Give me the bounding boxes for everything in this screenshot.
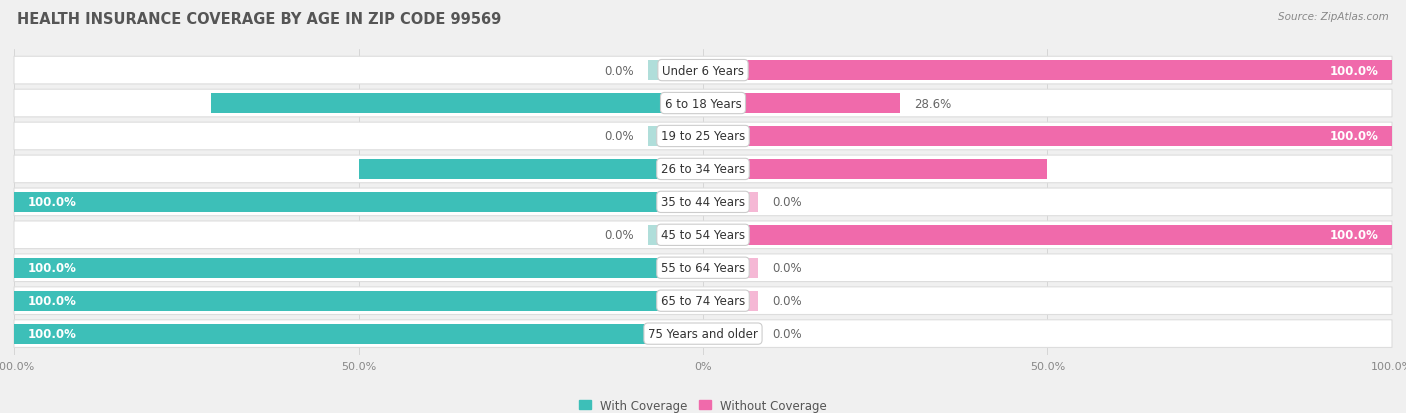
Text: 71.4%: 71.4% bbox=[28, 97, 69, 110]
Bar bbox=[800, 61, 1392, 81]
FancyBboxPatch shape bbox=[14, 287, 1392, 315]
FancyBboxPatch shape bbox=[14, 123, 1392, 150]
Text: 6 to 18 Years: 6 to 18 Years bbox=[665, 97, 741, 110]
Text: 65 to 74 Years: 65 to 74 Years bbox=[661, 294, 745, 307]
Text: 100.0%: 100.0% bbox=[28, 196, 77, 209]
FancyBboxPatch shape bbox=[14, 221, 1392, 249]
Text: 50.0%: 50.0% bbox=[1337, 163, 1378, 176]
Bar bbox=[14, 324, 606, 344]
Bar bbox=[703, 127, 800, 147]
Bar bbox=[703, 258, 758, 278]
Bar bbox=[703, 291, 758, 311]
Bar bbox=[211, 94, 606, 114]
Bar bbox=[703, 94, 800, 114]
FancyBboxPatch shape bbox=[14, 57, 1392, 85]
Text: 26 to 34 Years: 26 to 34 Years bbox=[661, 163, 745, 176]
Bar bbox=[606, 291, 703, 311]
Text: 75 Years and older: 75 Years and older bbox=[648, 328, 758, 340]
Bar bbox=[703, 160, 800, 179]
Bar bbox=[800, 160, 1047, 179]
Bar bbox=[703, 61, 800, 81]
Bar bbox=[14, 258, 606, 278]
Bar bbox=[703, 324, 758, 344]
Text: 28.6%: 28.6% bbox=[914, 97, 950, 110]
Bar bbox=[648, 225, 703, 245]
Text: 55 to 64 Years: 55 to 64 Years bbox=[661, 261, 745, 275]
Text: 0.0%: 0.0% bbox=[772, 294, 801, 307]
Text: 0.0%: 0.0% bbox=[772, 261, 801, 275]
Bar bbox=[359, 160, 606, 179]
Bar bbox=[606, 192, 703, 212]
Bar bbox=[800, 127, 1392, 147]
FancyBboxPatch shape bbox=[14, 320, 1392, 348]
Text: 100.0%: 100.0% bbox=[1329, 130, 1378, 143]
Legend: With Coverage, Without Coverage: With Coverage, Without Coverage bbox=[574, 394, 832, 413]
Text: Source: ZipAtlas.com: Source: ZipAtlas.com bbox=[1278, 12, 1389, 22]
Text: HEALTH INSURANCE COVERAGE BY AGE IN ZIP CODE 99569: HEALTH INSURANCE COVERAGE BY AGE IN ZIP … bbox=[17, 12, 501, 27]
Bar bbox=[703, 225, 800, 245]
Text: 0.0%: 0.0% bbox=[605, 229, 634, 242]
Text: 0.0%: 0.0% bbox=[772, 196, 801, 209]
Text: 0.0%: 0.0% bbox=[772, 328, 801, 340]
Text: 45 to 54 Years: 45 to 54 Years bbox=[661, 229, 745, 242]
Text: 100.0%: 100.0% bbox=[28, 261, 77, 275]
Bar bbox=[14, 291, 606, 311]
Text: 50.0%: 50.0% bbox=[28, 163, 69, 176]
Bar bbox=[648, 61, 703, 81]
FancyBboxPatch shape bbox=[14, 156, 1392, 183]
Bar bbox=[648, 127, 703, 147]
Text: Under 6 Years: Under 6 Years bbox=[662, 64, 744, 77]
Text: 100.0%: 100.0% bbox=[28, 328, 77, 340]
Bar bbox=[14, 192, 606, 212]
Bar bbox=[606, 258, 703, 278]
FancyBboxPatch shape bbox=[14, 189, 1392, 216]
FancyBboxPatch shape bbox=[14, 90, 1392, 118]
Bar bbox=[703, 192, 758, 212]
FancyBboxPatch shape bbox=[14, 254, 1392, 282]
Text: 0.0%: 0.0% bbox=[605, 130, 634, 143]
Bar bbox=[800, 94, 900, 114]
Bar bbox=[606, 94, 703, 114]
Text: 100.0%: 100.0% bbox=[1329, 229, 1378, 242]
Text: 35 to 44 Years: 35 to 44 Years bbox=[661, 196, 745, 209]
Bar bbox=[800, 225, 1392, 245]
Bar bbox=[606, 324, 703, 344]
Text: 19 to 25 Years: 19 to 25 Years bbox=[661, 130, 745, 143]
Bar bbox=[606, 160, 703, 179]
Text: 100.0%: 100.0% bbox=[1329, 64, 1378, 77]
Text: 0.0%: 0.0% bbox=[605, 64, 634, 77]
Text: 100.0%: 100.0% bbox=[28, 294, 77, 307]
